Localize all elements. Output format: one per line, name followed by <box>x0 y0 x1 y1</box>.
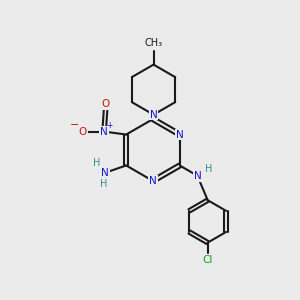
Text: H: H <box>93 158 100 168</box>
Text: N: N <box>149 176 157 186</box>
Text: −: − <box>70 120 79 130</box>
Text: +: + <box>106 121 112 130</box>
Text: N: N <box>176 130 184 140</box>
Text: N: N <box>101 168 109 178</box>
Text: H: H <box>205 164 212 174</box>
Text: N: N <box>194 171 201 181</box>
Text: H: H <box>100 179 107 189</box>
Text: O: O <box>101 99 110 109</box>
Text: N: N <box>150 110 158 120</box>
Text: Cl: Cl <box>202 255 213 265</box>
Text: CH₃: CH₃ <box>145 38 163 48</box>
Text: N: N <box>100 127 108 136</box>
Text: O: O <box>79 127 87 136</box>
